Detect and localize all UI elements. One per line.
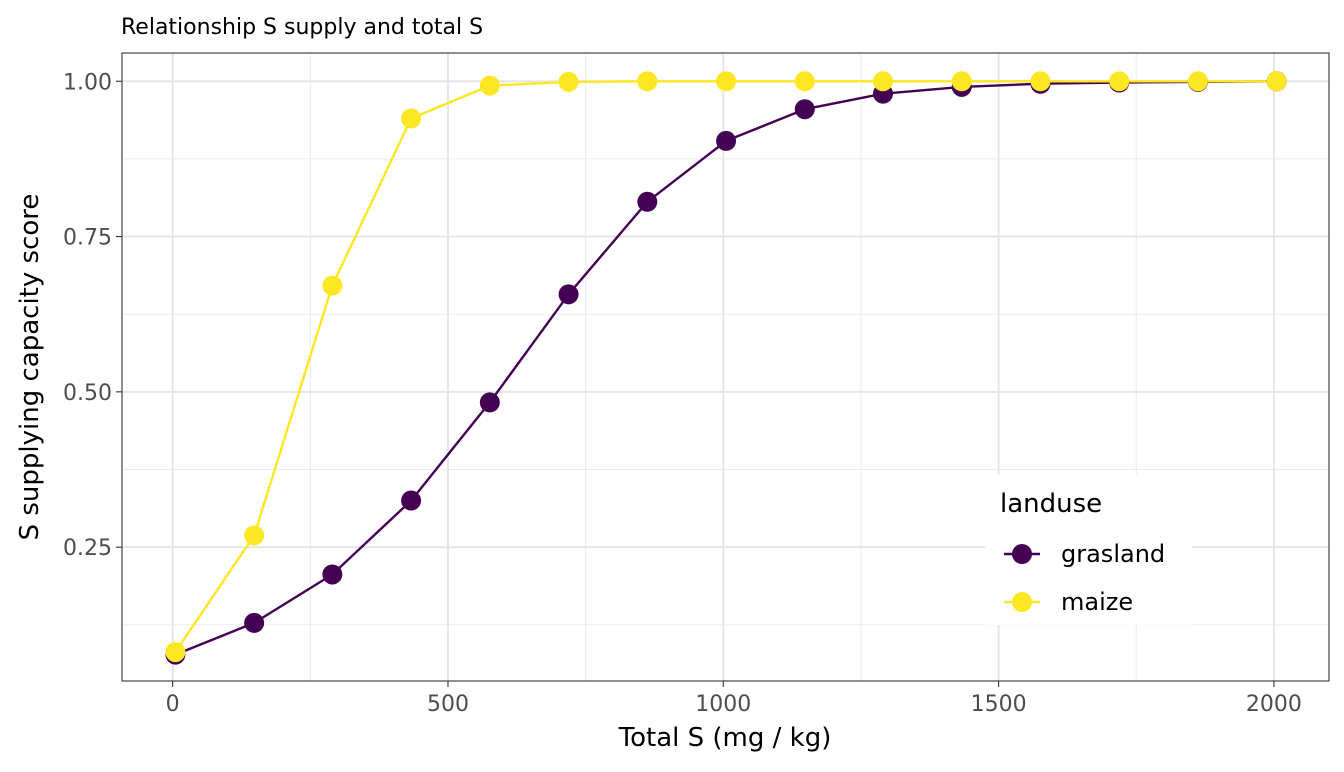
- data-point-maize: [244, 525, 265, 546]
- data-point-maize: [1030, 71, 1051, 92]
- legend-title: landuse: [1000, 489, 1102, 519]
- x-tick-label: 500: [427, 692, 469, 717]
- panel-border: [121, 52, 1330, 682]
- x-tick-label: 1000: [695, 692, 751, 717]
- data-point-maize: [951, 71, 972, 92]
- x-tick-label: 0: [166, 692, 180, 717]
- data-point-grasland: [637, 191, 658, 212]
- legend-label-maize: maize: [1061, 588, 1133, 616]
- data-point-maize: [716, 71, 737, 92]
- data-point-maize: [637, 71, 658, 92]
- y-tick-label: 0.50: [63, 381, 112, 406]
- legend-label-grasland: grasland: [1061, 540, 1165, 568]
- data-point-grasland: [716, 130, 737, 151]
- data-point-maize: [165, 642, 186, 663]
- legend-entries: grasland maize: [1004, 540, 1165, 616]
- chart-title: Relationship S supply and total S: [121, 15, 483, 40]
- data-point-grasland: [794, 99, 815, 120]
- data-point-maize: [558, 71, 579, 92]
- legend: landuse grasland maize: [985, 475, 1192, 625]
- axes: 0 500 1000 1500 2000 0.25 0.50 0.75 1.00: [63, 70, 1302, 717]
- legend-key-point-maize: [1012, 592, 1032, 612]
- x-tick-label: 1500: [971, 692, 1027, 717]
- y-tick-label: 0.25: [63, 536, 112, 561]
- x-axis-title: Total S (mg / kg): [618, 723, 832, 753]
- data-point-grasland: [401, 490, 422, 511]
- data-point-grasland: [479, 392, 500, 413]
- data-point-grasland: [558, 284, 579, 305]
- y-axis-title: S supplying capacity score: [15, 194, 45, 541]
- legend-key-point-grasland: [1012, 544, 1032, 564]
- data-point-grasland: [322, 564, 343, 585]
- series-layer: [165, 71, 1287, 665]
- y-tick-label: 0.75: [63, 226, 112, 251]
- data-point-maize: [1187, 71, 1208, 92]
- x-tick-label: 2000: [1246, 692, 1302, 717]
- data-point-maize: [1109, 71, 1130, 92]
- data-point-maize: [794, 71, 815, 92]
- data-point-grasland: [244, 612, 265, 633]
- data-point-maize: [401, 108, 422, 129]
- data-point-maize: [872, 71, 893, 92]
- data-point-maize: [479, 75, 500, 96]
- data-point-maize: [1266, 71, 1287, 92]
- y-tick-label: 1.00: [63, 70, 112, 95]
- data-point-maize: [322, 275, 343, 296]
